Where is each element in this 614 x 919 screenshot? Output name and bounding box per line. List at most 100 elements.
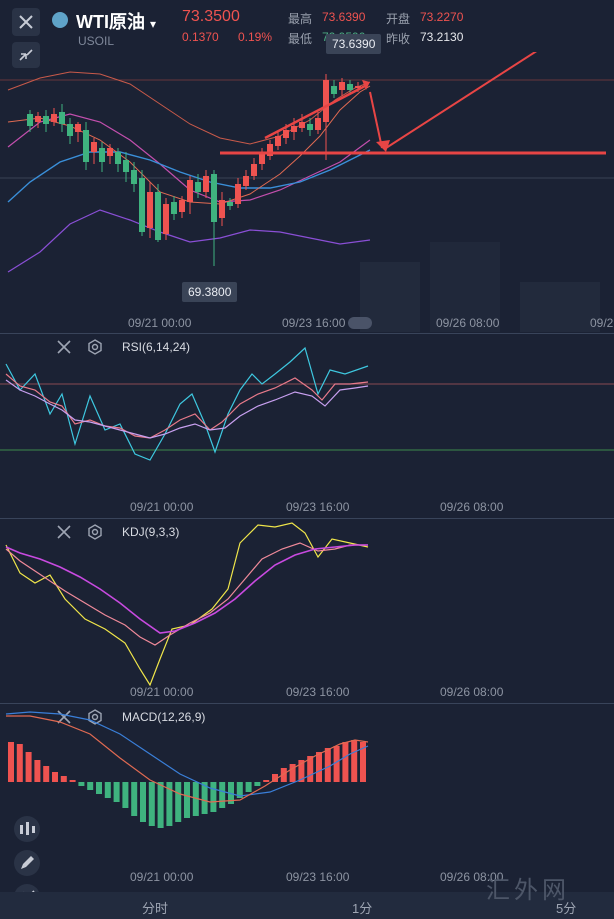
candle-body [99,148,105,162]
candles-button[interactable] [14,816,40,842]
candle-body [35,116,41,122]
candle-body [131,170,137,184]
symbol-title[interactable]: WTI原油 ▾ [76,12,157,32]
close-icon[interactable] [56,339,72,355]
candle-body [267,144,273,156]
symbol-icon [52,12,68,28]
macd-axis-2: 09/23 16:00 [286,870,350,884]
prev-label: 昨收 [386,32,411,46]
settings-icon[interactable] [86,338,104,356]
symbol-code: USOIL [78,34,115,48]
macd-bar [254,782,261,786]
chevron-down-icon: ▾ [150,17,157,31]
macd-bar [166,782,173,826]
candle-body [219,200,225,218]
kdj-axis-3: 09/26 08:00 [440,685,504,699]
macd-bar [148,782,155,826]
candle-body [155,192,161,240]
kdj-chart[interactable] [0,519,614,689]
candle-body [171,202,177,214]
main-chart[interactable] [0,52,614,332]
candle-body [291,126,297,132]
macd-bar [280,768,287,782]
pencil-icon [21,856,34,869]
candle-body [355,86,361,88]
close-icon [19,15,33,29]
timeframe-bar: 分时 1分 5分 [0,892,614,919]
candle-body [347,84,353,90]
header: WTI原油 ▾ USOIL 73.3500 0.1370 0.19% 最高 73… [0,0,614,52]
macd-bar [201,782,208,814]
macd-bar [289,764,296,782]
low-label: 最低 [288,32,313,46]
collapse-icon [19,49,33,61]
macd-axis-1: 09/21 00:00 [130,870,194,884]
candle-body [27,114,33,126]
macd-chart[interactable] [0,704,614,870]
candle-body [139,178,145,232]
macd-bar [351,740,358,782]
candle-body [331,86,337,94]
low-price-marker: 69.3800 [182,282,238,302]
macd-bar [272,774,278,782]
tab-1min[interactable]: 1分 [352,901,373,916]
macd-bar [307,756,314,782]
prev-value: 73.2130 [420,30,464,44]
rsi-chart[interactable] [0,334,614,504]
macd-bar [324,748,331,782]
axis-label-3: 09/26 08:00 [436,316,500,330]
divider [0,703,614,704]
collapse-button[interactable] [12,42,40,68]
open-label: 开盘 [386,12,411,26]
divider [0,518,614,519]
kdj-label: KDJ(9,3,3) [122,525,180,539]
high-price-marker: 73.6390 [326,34,382,54]
open-value: 73.2270 [420,10,464,24]
candle-body [187,180,193,202]
scroll-handle[interactable] [348,317,372,329]
candle-body [283,130,289,138]
macd-bar [192,782,199,816]
last-price: 73.3500 [182,8,240,25]
tab-5min[interactable]: 5分 [556,901,577,916]
candle-body [107,148,113,156]
candle-body [243,176,249,186]
macd-bar [342,742,349,782]
tab-timeshare[interactable]: 分时 [142,901,169,916]
macd-bar [175,782,182,822]
macd-bar [333,746,340,782]
macd-bar [298,760,305,782]
draw-button[interactable] [14,850,40,876]
candle-body [115,152,121,164]
watermark: 汇外网 [486,877,570,904]
macd-bar [316,752,322,782]
macd-bar [122,782,129,808]
macd-bar [236,782,243,798]
candle-body [75,124,81,132]
macd-bar [34,760,41,782]
price-change-pct: 0.19% [238,30,273,44]
macd-bar [157,782,164,828]
rsi-label: RSI(6,14,24) [122,340,191,354]
high-label: 最高 [288,12,313,26]
macd-bar [263,780,270,782]
macd-bar [245,782,252,792]
close-icon[interactable] [56,524,72,540]
macd-bar [8,742,14,782]
candle-body [275,136,281,146]
axis-label-4: 09/2 [590,316,614,330]
macd-bar [96,782,102,794]
candle-body [43,116,49,124]
close-button[interactable] [12,8,40,36]
settings-icon[interactable] [86,708,104,726]
kdj-axis-2: 09/23 16:00 [286,685,350,699]
macd-bar [69,780,76,782]
candle-body [323,80,329,122]
candle-body [299,122,305,128]
candle-body [195,182,201,192]
macd-bar [52,772,58,782]
candle-body [211,174,217,222]
axis-label-1: 09/21 00:00 [128,316,192,330]
settings-icon[interactable] [86,523,104,541]
candle-body [259,154,265,164]
